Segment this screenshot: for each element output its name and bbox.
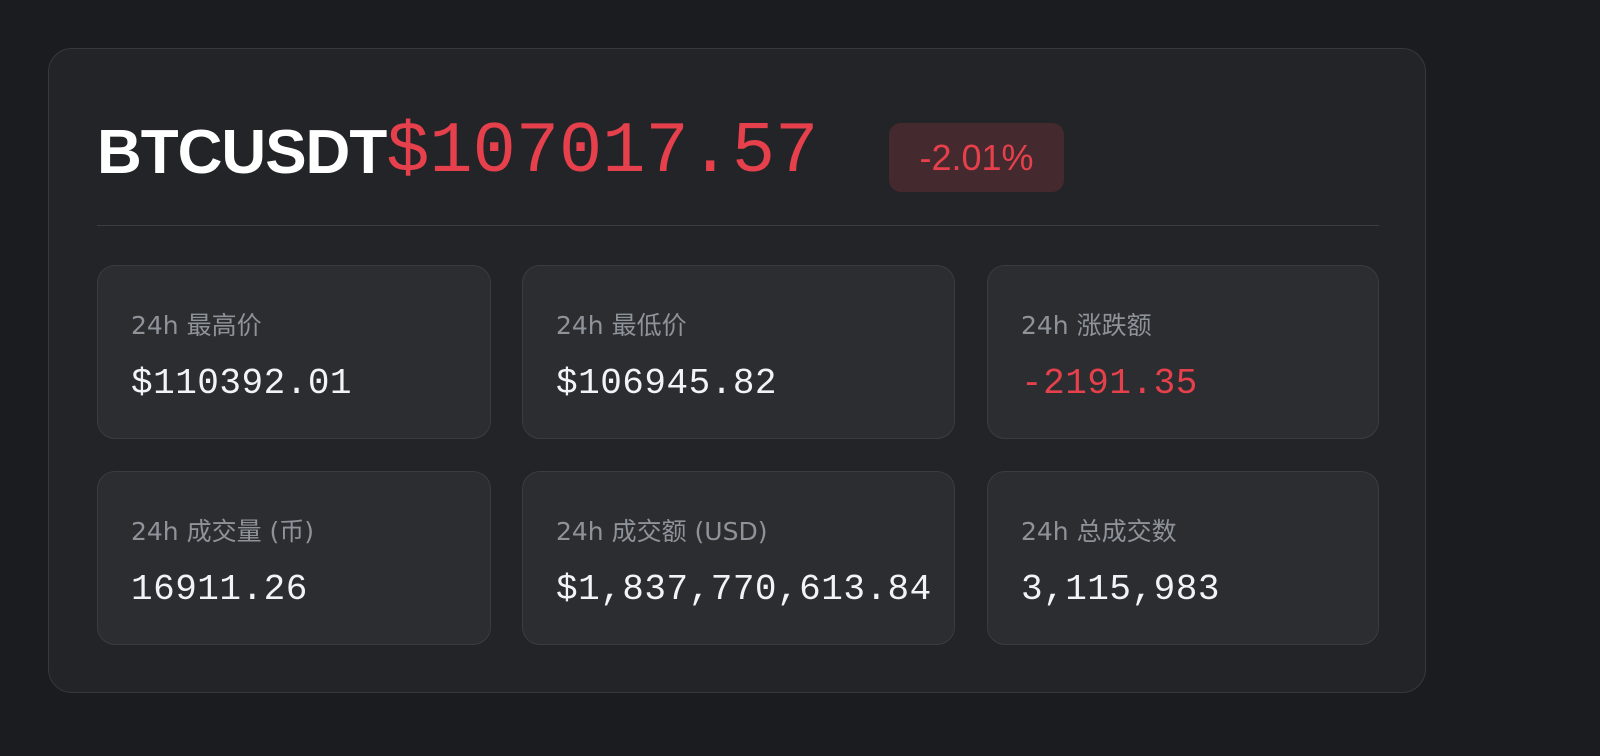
ticker-card: BTCUSDT $107017.57 -2.01% 24h 最高价 $11039… — [48, 48, 1426, 693]
stat-card-24h-volume-coin: 24h 成交量 (币) 16911.26 — [97, 471, 491, 645]
stat-card-24h-low: 24h 最低价 $106945.82 — [522, 265, 955, 439]
stat-card-24h-change: 24h 涨跌额 -2191.35 — [987, 265, 1379, 439]
stat-label: 24h 最高价 — [131, 311, 262, 340]
ticker-header: BTCUSDT $107017.57 — [97, 107, 818, 197]
ticker-symbol: BTCUSDT — [97, 117, 387, 187]
ticker-price: $107017.57 — [386, 111, 819, 193]
stat-label: 24h 成交量 (币) — [131, 517, 315, 546]
stat-label: 24h 最低价 — [556, 311, 687, 340]
stat-label: 24h 总成交数 — [1021, 517, 1177, 546]
stat-value: 16911.26 — [131, 569, 308, 610]
stat-label: 24h 成交额 (USD) — [556, 517, 768, 546]
stat-value: $110392.01 — [131, 363, 353, 404]
stat-value: $106945.82 — [556, 363, 778, 404]
stat-card-24h-high: 24h 最高价 $110392.01 — [97, 265, 491, 439]
stat-value: 3,115,983 — [1021, 569, 1220, 610]
stat-value: $1,837,770,613.84 — [556, 569, 932, 610]
change-percent-badge: -2.01% — [889, 123, 1064, 192]
stat-card-24h-trades: 24h 总成交数 3,115,983 — [987, 471, 1379, 645]
header-divider — [97, 225, 1379, 226]
stat-card-24h-volume-usd: 24h 成交额 (USD) $1,837,770,613.84 — [522, 471, 955, 645]
stat-value: -2191.35 — [1021, 363, 1198, 404]
stat-label: 24h 涨跌额 — [1021, 311, 1152, 340]
